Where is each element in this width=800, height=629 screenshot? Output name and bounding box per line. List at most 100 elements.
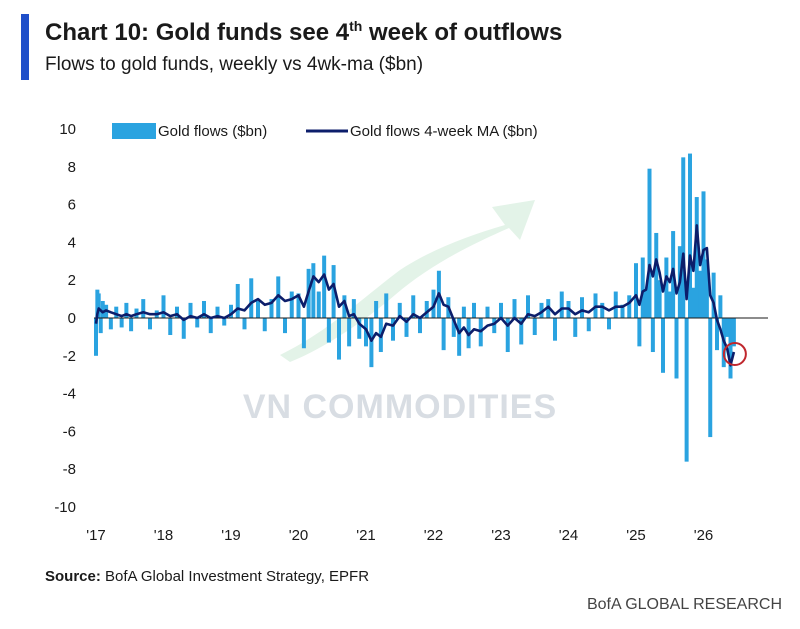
bar bbox=[119, 318, 124, 328]
bar bbox=[311, 263, 316, 318]
bar bbox=[141, 299, 146, 318]
bar bbox=[505, 318, 510, 353]
bar bbox=[269, 299, 274, 318]
bar bbox=[175, 306, 179, 318]
bar bbox=[256, 300, 260, 318]
accent-bar bbox=[21, 14, 29, 80]
bar bbox=[289, 291, 294, 318]
bar bbox=[559, 291, 564, 318]
chart-title: Chart 10: Gold funds see 4th week of out… bbox=[45, 18, 563, 46]
bar bbox=[249, 278, 254, 318]
bar bbox=[342, 295, 347, 318]
bar bbox=[539, 302, 544, 318]
bar bbox=[424, 300, 429, 318]
bar bbox=[195, 318, 200, 328]
bar bbox=[600, 302, 605, 318]
bar bbox=[580, 297, 584, 318]
bar bbox=[94, 318, 98, 356]
x-axis: '17 '18 '19 '20 '21 '22 '23 '24 '25 '26 bbox=[86, 527, 713, 544]
bar bbox=[698, 270, 703, 318]
bar bbox=[681, 157, 686, 318]
bar bbox=[100, 300, 105, 318]
bar bbox=[499, 302, 503, 318]
bar bbox=[718, 295, 723, 318]
bar bbox=[215, 306, 220, 318]
bar bbox=[202, 300, 206, 318]
y-tick-label: 10 bbox=[59, 121, 76, 138]
bar bbox=[114, 306, 119, 318]
chart-subtitle: Flows to gold funds, weekly vs 4wk-ma ($… bbox=[45, 54, 424, 75]
bar bbox=[519, 318, 524, 345]
bar bbox=[613, 291, 618, 318]
bar bbox=[411, 295, 416, 318]
x-tick-label: '22 bbox=[424, 527, 444, 544]
bar bbox=[242, 318, 247, 330]
bar bbox=[573, 318, 578, 337]
bar bbox=[640, 257, 645, 318]
x-tick-label: '23 bbox=[491, 527, 511, 544]
bar bbox=[96, 293, 101, 318]
bar bbox=[512, 299, 517, 318]
bar bbox=[607, 318, 611, 330]
bar bbox=[331, 265, 336, 318]
x-tick-label: '25 bbox=[626, 527, 646, 544]
bar bbox=[108, 318, 113, 330]
bar bbox=[627, 295, 632, 318]
bar bbox=[708, 318, 713, 438]
bar bbox=[586, 318, 591, 332]
bar bbox=[553, 318, 557, 341]
highlight-circle bbox=[722, 342, 747, 367]
watermark-text: VN COMMODITIES bbox=[243, 388, 557, 426]
bar bbox=[634, 263, 638, 318]
bar bbox=[418, 318, 422, 334]
bar bbox=[725, 318, 730, 337]
bar bbox=[657, 280, 662, 318]
bar bbox=[647, 168, 652, 318]
y-tick-label: 0 bbox=[68, 310, 76, 327]
bar bbox=[374, 300, 379, 318]
x-tick-label: '24 bbox=[559, 527, 579, 544]
bar bbox=[98, 318, 103, 334]
y-tick-label: 4 bbox=[68, 234, 76, 251]
bar bbox=[457, 318, 462, 356]
bar bbox=[369, 318, 374, 368]
bar bbox=[704, 259, 709, 318]
source-note: Source: BofA Global Investment Strategy,… bbox=[45, 568, 370, 585]
y-tick-label: -6 bbox=[63, 423, 76, 440]
y-tick-label: -10 bbox=[54, 499, 76, 516]
bar bbox=[441, 318, 446, 351]
bar bbox=[222, 318, 227, 326]
bar bbox=[711, 272, 716, 318]
bar bbox=[532, 318, 537, 336]
x-tick-label: '20 bbox=[289, 527, 309, 544]
bar bbox=[637, 318, 642, 347]
bar bbox=[472, 302, 476, 318]
x-tick-label: '21 bbox=[356, 527, 376, 544]
y-tick-label: -4 bbox=[63, 386, 76, 403]
bar bbox=[283, 318, 287, 334]
chart-area: VN COMMODITIES 10 8 6 4 2 0 -2 -4 -6 -8 -10 '17 '18… bbox=[54, 121, 768, 544]
bar bbox=[461, 306, 466, 318]
bar bbox=[731, 318, 736, 347]
bar bbox=[694, 197, 699, 318]
bar bbox=[684, 318, 689, 462]
bar bbox=[235, 283, 240, 318]
bar bbox=[674, 318, 679, 379]
y-tick-label: 2 bbox=[68, 272, 76, 289]
bar bbox=[357, 318, 362, 339]
y-tick-label: -2 bbox=[63, 348, 76, 365]
y-axis: 10 8 6 4 2 0 -2 -4 -6 -8 -10 bbox=[54, 121, 76, 516]
bar bbox=[208, 318, 213, 334]
bar bbox=[322, 255, 327, 318]
bar bbox=[397, 302, 402, 318]
bar bbox=[181, 318, 186, 339]
bar bbox=[485, 306, 490, 318]
bar bbox=[168, 318, 173, 336]
bar bbox=[148, 318, 152, 330]
bar bbox=[316, 291, 321, 318]
bar bbox=[229, 304, 233, 318]
bar bbox=[301, 318, 306, 349]
bar bbox=[451, 318, 456, 337]
bar bbox=[688, 153, 692, 318]
legend: Gold flows ($bn) Gold flows 4-week MA ($… bbox=[112, 123, 538, 140]
